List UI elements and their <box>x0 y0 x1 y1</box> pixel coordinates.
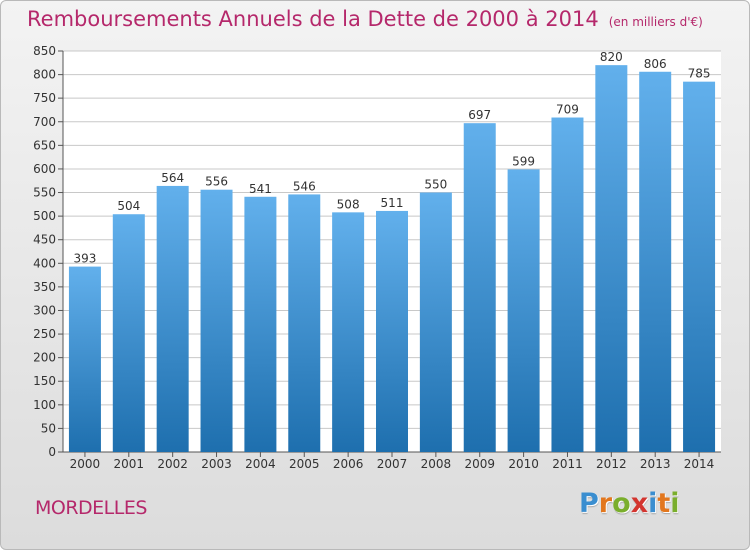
data-label: 550 <box>424 178 447 192</box>
y-tick-label: 450 <box>33 233 56 247</box>
logo-letter: i <box>648 488 658 519</box>
logo-letter: o <box>612 488 631 519</box>
x-tick-label: 2000 <box>70 457 101 471</box>
data-label: 709 <box>556 103 579 117</box>
y-tick-label: 100 <box>33 398 56 412</box>
data-label: 508 <box>337 197 360 211</box>
data-label: 564 <box>161 171 184 185</box>
bar-chart: 0 50 100 150 200 250 300 350 400 450 500 550 600 650 7… <box>33 44 721 471</box>
logo-letter: i <box>670 488 680 519</box>
title-text: Remboursements Annuels de la Dette de 20… <box>27 7 599 31</box>
y-tick-label: 50 <box>41 421 56 435</box>
x-tick-label: 2014 <box>684 457 715 471</box>
y-tick-label: 0 <box>48 445 56 459</box>
bar <box>244 196 277 452</box>
y-tick-label: 400 <box>33 256 56 270</box>
data-label: 697 <box>468 108 491 122</box>
y-tick-label: 700 <box>33 115 56 129</box>
bar <box>419 192 452 452</box>
data-label: 504 <box>117 199 140 213</box>
data-label: 599 <box>512 154 535 168</box>
data-label: 546 <box>293 179 316 193</box>
logo-letter: P <box>579 488 599 519</box>
bar <box>463 123 496 453</box>
data-label: 541 <box>249 182 272 196</box>
y-tick-label: 200 <box>33 351 56 365</box>
y-tick-label: 500 <box>33 209 56 223</box>
y-tick-label: 350 <box>33 280 56 294</box>
bar <box>551 117 584 452</box>
logo-letter: x <box>630 488 649 519</box>
proxiti-logo: Proxiti <box>579 488 680 519</box>
logo-letter: t <box>657 488 671 519</box>
y-tick-label: 300 <box>33 303 56 317</box>
bar <box>639 71 672 453</box>
bar <box>332 212 365 452</box>
data-label: 511 <box>381 196 404 210</box>
data-label: 806 <box>644 57 667 71</box>
logo-letter: r <box>598 488 613 519</box>
bar <box>683 81 716 452</box>
bar <box>595 65 628 452</box>
x-tick-label: 2012 <box>596 457 627 471</box>
commune-name: MORDELLES <box>35 497 147 519</box>
x-tick-label: 2009 <box>464 457 495 471</box>
bar <box>200 189 233 452</box>
bar <box>68 266 101 452</box>
x-tick-label: 2011 <box>552 457 583 471</box>
bar <box>507 169 540 452</box>
chart-title: Remboursements Annuels de la Dette de 20… <box>27 7 703 31</box>
y-tick-label: 800 <box>33 68 56 82</box>
y-tick-label: 750 <box>33 91 56 105</box>
y-tick-label: 550 <box>33 186 56 200</box>
y-tick-label: 250 <box>33 327 56 341</box>
bar <box>112 214 145 452</box>
x-tick-label: 2013 <box>640 457 671 471</box>
y-tick-label: 650 <box>33 138 56 152</box>
bar <box>376 210 408 452</box>
x-tick-label: 2003 <box>201 457 232 471</box>
data-label: 785 <box>688 67 711 81</box>
y-tick-label: 150 <box>33 374 56 388</box>
y-tick-label: 850 <box>33 44 56 58</box>
bar <box>156 185 189 452</box>
bar <box>288 194 321 452</box>
x-tick-label: 2006 <box>333 457 364 471</box>
data-label: 820 <box>600 50 623 64</box>
x-tick-label: 2002 <box>157 457 188 471</box>
unit-label: (en milliers d'€) <box>608 15 703 29</box>
data-label: 556 <box>205 175 228 189</box>
x-tick-label: 2004 <box>245 457 276 471</box>
x-tick-label: 2001 <box>114 457 145 471</box>
y-tick-label: 600 <box>33 162 56 176</box>
x-tick-label: 2005 <box>289 457 320 471</box>
data-label: 393 <box>73 252 96 266</box>
x-tick-label: 2007 <box>377 457 408 471</box>
x-tick-label: 2008 <box>421 457 452 471</box>
x-tick-label: 2010 <box>508 457 539 471</box>
